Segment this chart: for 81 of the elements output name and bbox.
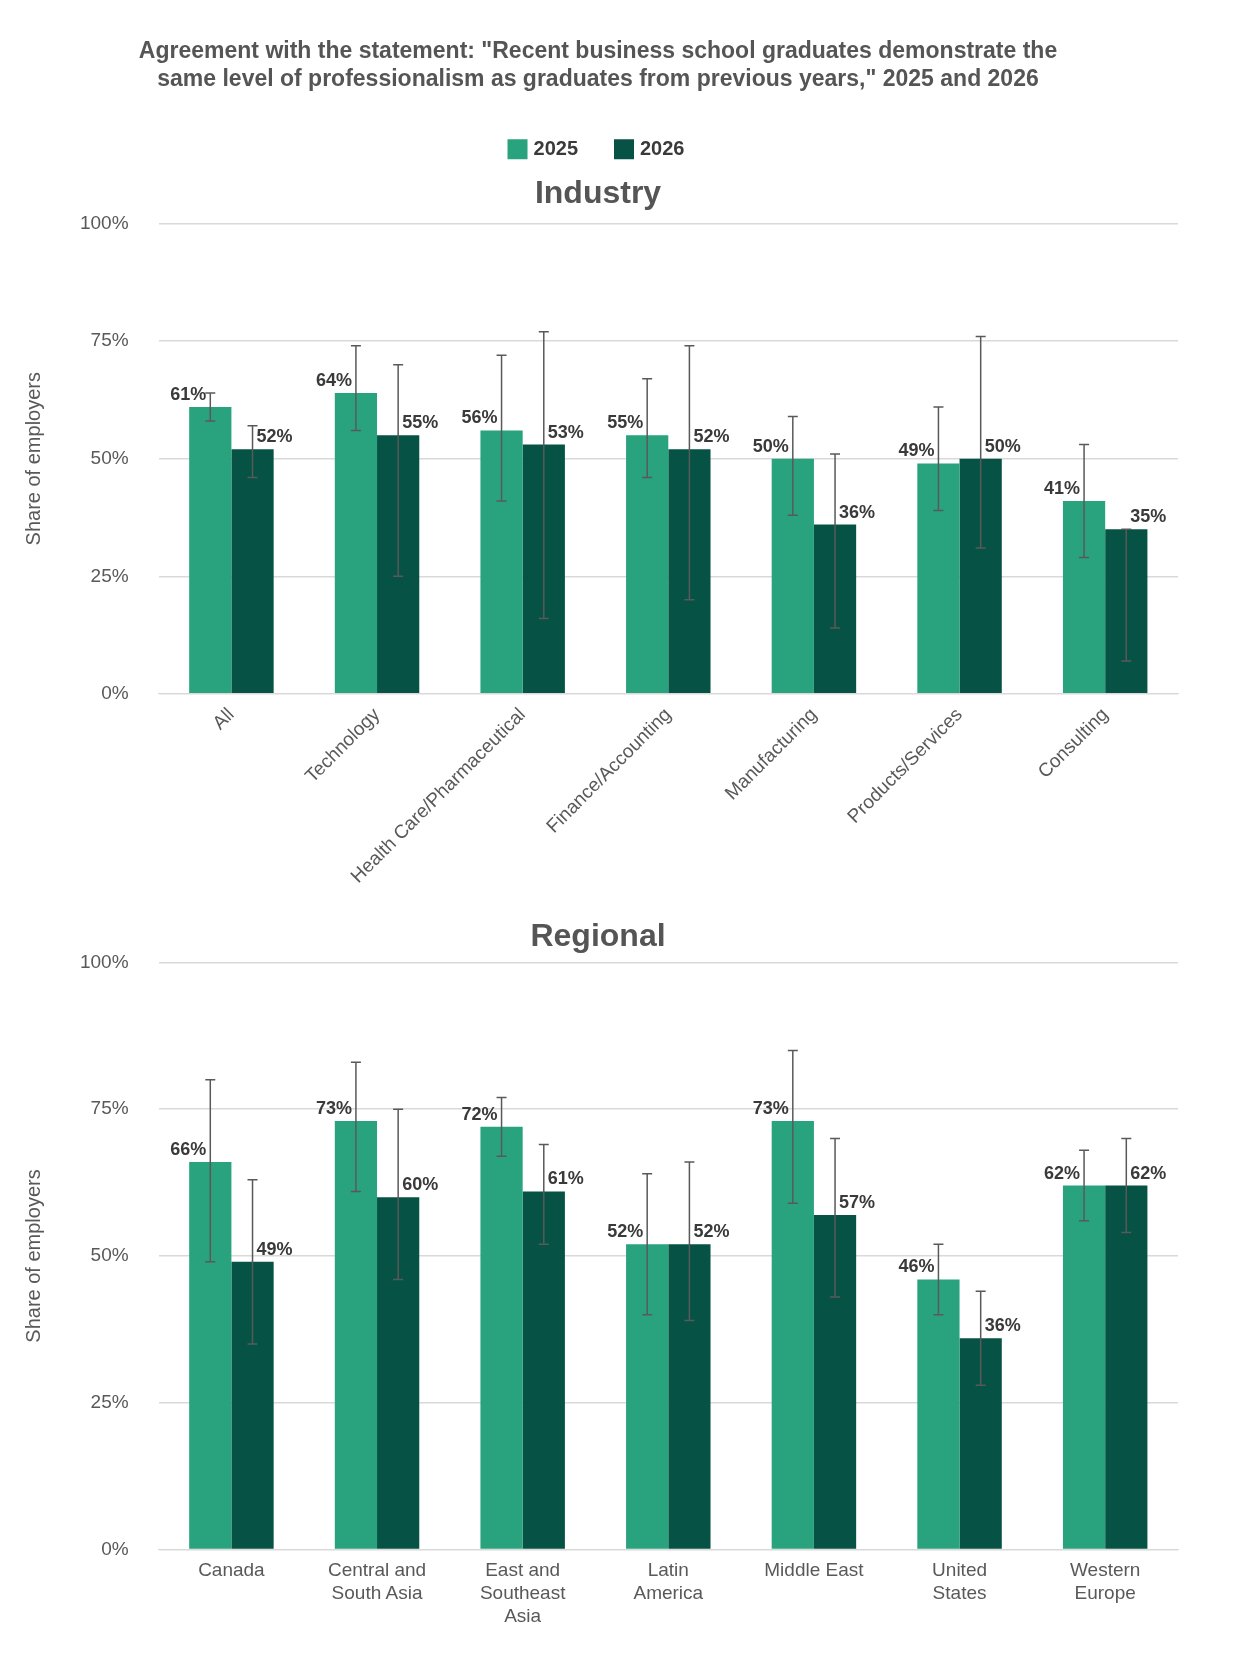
bar [1062, 501, 1106, 694]
x-tick-label: Canada [198, 1559, 266, 1581]
bar [959, 1338, 1002, 1549]
bar [480, 430, 523, 694]
bar [917, 1279, 960, 1549]
data-label: 36% [984, 1315, 1021, 1336]
data-label: 62% [1044, 1162, 1081, 1183]
bar [668, 1244, 711, 1549]
bar [959, 458, 1002, 694]
x-tick-label: Central and South Asia [327, 1559, 427, 1604]
bar [334, 392, 378, 694]
y-tick-label: 75% [90, 1097, 129, 1119]
y-tick-label: 25% [90, 564, 129, 586]
data-label: 64% [315, 369, 352, 390]
bar [668, 449, 711, 694]
bar [771, 458, 814, 694]
data-label: 50% [984, 435, 1021, 456]
data-label: 73% [752, 1097, 789, 1118]
data-label: 61% [170, 383, 207, 404]
x-tick-label: East and Southeast Asia [479, 1559, 567, 1626]
data-label: 36% [839, 501, 876, 522]
data-label: 66% [170, 1139, 207, 1160]
bar [917, 463, 960, 694]
bar [771, 1120, 814, 1549]
y-tick-label: 50% [90, 1244, 129, 1266]
legend-label: 2026 [640, 136, 685, 159]
bar [522, 1191, 565, 1549]
y-axis-title: Share of employers [21, 1169, 44, 1343]
data-label: 52% [256, 426, 293, 447]
legend-label: 2025 [533, 136, 579, 159]
y-tick-label: 0% [101, 1537, 129, 1559]
x-tick-label: Middle East [764, 1559, 865, 1581]
data-label: 52% [693, 426, 730, 447]
data-label: 35% [1130, 506, 1167, 527]
y-tick-label: 75% [90, 329, 129, 351]
data-label: 49% [898, 440, 935, 461]
y-tick-label: 50% [90, 446, 129, 468]
data-label: 57% [839, 1191, 876, 1212]
x-tick-label: Latin America [633, 1559, 704, 1604]
bar [377, 435, 420, 694]
bar [189, 407, 232, 694]
bar [626, 435, 669, 694]
data-label: 60% [402, 1174, 439, 1195]
data-label: 52% [607, 1221, 644, 1242]
x-tick-label: All [208, 703, 238, 734]
data-label: 61% [547, 1168, 584, 1189]
data-label: 46% [898, 1256, 935, 1277]
chart-title: Agreement with the statement: "Recent business school graduates demonstrate the same level of professionalism as graduates from previous years," 2025 and 2026 [138, 37, 1058, 91]
y-axis-title: Share of employers [21, 372, 44, 546]
y-tick-label: 25% [90, 1391, 129, 1413]
y-tick-label: 0% [101, 682, 129, 704]
bar [231, 449, 274, 694]
chart-title: Regional [530, 917, 666, 954]
data-label: 52% [693, 1221, 730, 1242]
data-label: 72% [461, 1103, 498, 1124]
y-tick-label: 100% [79, 950, 129, 972]
data-label: 55% [402, 412, 439, 433]
bar [480, 1126, 523, 1549]
data-label: 53% [547, 421, 584, 442]
data-label: 56% [461, 407, 498, 428]
bar [626, 1244, 669, 1549]
bar [334, 1120, 378, 1549]
bar [522, 444, 565, 694]
chart-subtitle: Industry [534, 174, 662, 211]
bar [1062, 1185, 1106, 1549]
data-label: 41% [1044, 478, 1081, 499]
bar [1105, 1185, 1148, 1549]
bar [231, 1261, 274, 1549]
data-label: 73% [315, 1097, 352, 1118]
bar [377, 1197, 420, 1549]
data-label: 49% [256, 1238, 293, 1259]
x-tick-label: United States [932, 1559, 988, 1604]
bar [813, 1214, 857, 1549]
y-tick-label: 100% [79, 211, 129, 233]
bar [189, 1162, 232, 1549]
data-label: 55% [607, 412, 644, 433]
data-label: 62% [1130, 1162, 1167, 1183]
bar [813, 524, 857, 694]
data-label: 50% [752, 435, 789, 456]
x-tick-label: Western Europe [1069, 1559, 1141, 1604]
bar [1105, 529, 1148, 694]
